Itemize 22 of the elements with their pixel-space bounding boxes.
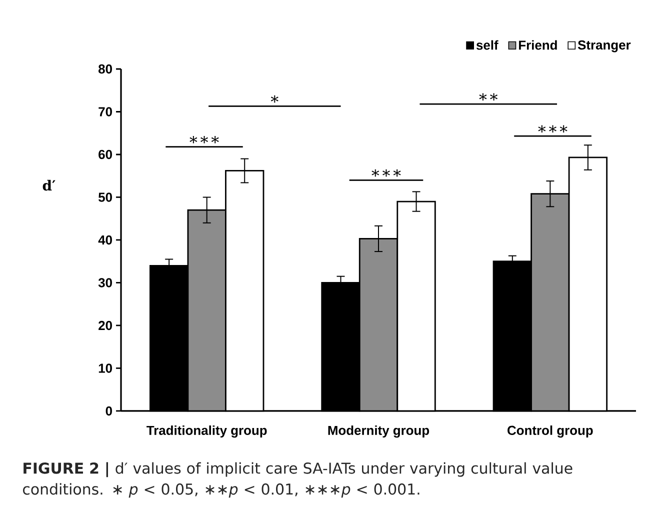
y-tick-label: 40 bbox=[98, 235, 112, 245]
x-tick-label: Control group bbox=[508, 425, 593, 438]
y-tick-label: 80 bbox=[98, 64, 112, 74]
y-tick-label: 50 bbox=[98, 192, 112, 202]
legend-label: Friend bbox=[519, 40, 557, 50]
y-tick-label: 20 bbox=[98, 320, 112, 330]
y-tick-label: 10 bbox=[98, 364, 112, 373]
legend-label: self bbox=[476, 40, 498, 50]
x-tick-label: Traditionality group bbox=[146, 425, 267, 438]
annotation: ∗∗ bbox=[479, 93, 498, 100]
annotation: ∗ bbox=[270, 95, 278, 103]
y-tick-label: 60 bbox=[98, 150, 112, 160]
annotation: ∗∗∗ bbox=[538, 125, 568, 133]
annotation: ∗∗∗ bbox=[190, 136, 219, 144]
y-tick-label: 70 bbox=[98, 107, 112, 116]
legend-label: Stranger bbox=[578, 40, 631, 52]
x-tick-label: Modernity group bbox=[328, 425, 430, 438]
y-tick-label: 0 bbox=[106, 406, 112, 416]
y-axis-title: d′ bbox=[42, 180, 56, 191]
text: FIGURE 2 | d′ values of implicit care SA-IATs under varying cultural value conditions. ∗ p < 0.05, ∗∗p < 0.01, ∗∗∗p < 0.001. bbox=[23, 462, 572, 498]
annotation: ∗∗∗ bbox=[372, 169, 401, 177]
y-tick-label: 30 bbox=[98, 278, 112, 288]
